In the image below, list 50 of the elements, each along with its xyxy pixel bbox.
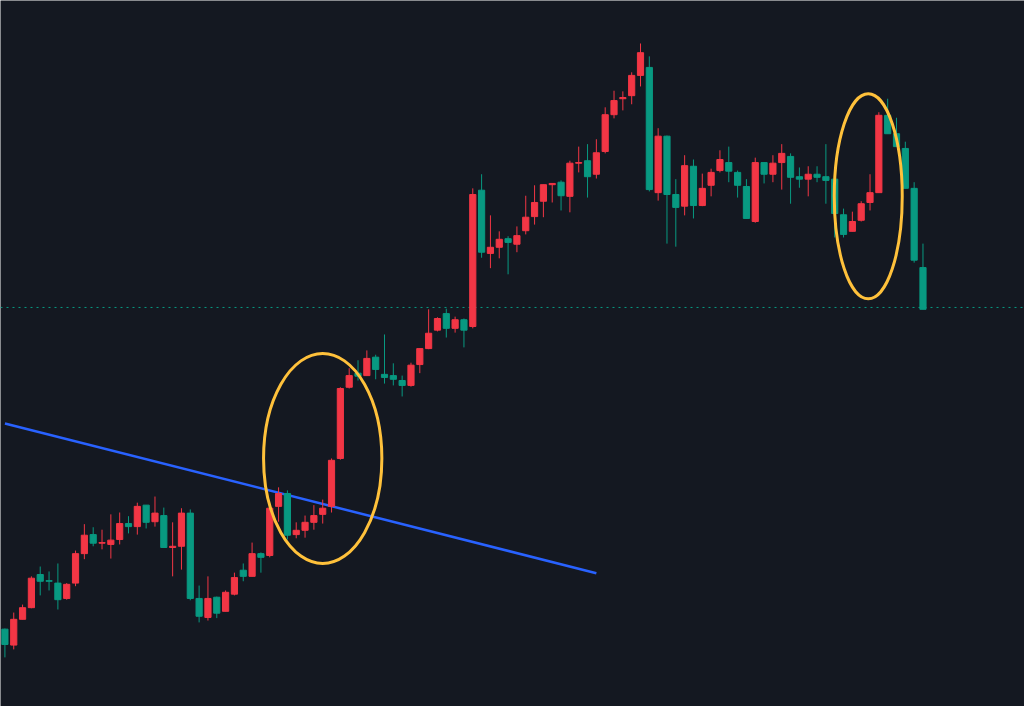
candlestick xyxy=(786,152,795,205)
candlestick xyxy=(54,562,62,610)
candlestick xyxy=(725,146,733,183)
candlestick xyxy=(407,362,415,388)
candlestick xyxy=(628,71,636,105)
candlestick xyxy=(734,170,742,199)
candlestick xyxy=(848,211,856,232)
candlestick xyxy=(319,499,327,525)
candlestick xyxy=(804,165,812,197)
candlestick xyxy=(716,149,724,173)
candlestick xyxy=(142,504,150,529)
candlestick xyxy=(769,154,777,183)
candlestick xyxy=(592,138,600,180)
candlestick xyxy=(1,628,9,658)
candlestick xyxy=(486,214,495,269)
candlestick xyxy=(619,90,627,111)
candlestick xyxy=(530,184,539,226)
candlestick xyxy=(398,375,406,397)
candlestick xyxy=(80,523,88,560)
candlestick xyxy=(248,542,256,577)
candlestick xyxy=(274,486,283,523)
candlestick xyxy=(760,162,768,184)
candlestick xyxy=(257,551,265,574)
candlestick xyxy=(839,208,848,238)
candlestick xyxy=(522,195,530,235)
candlestick xyxy=(495,230,503,259)
candlestick xyxy=(795,166,803,189)
candlestick xyxy=(778,143,786,191)
candlestick xyxy=(363,349,371,377)
candlestick xyxy=(857,200,865,223)
candlestick xyxy=(513,225,521,253)
candlestick xyxy=(380,333,389,385)
candlestick xyxy=(389,362,397,386)
candlestick xyxy=(372,354,380,380)
candlestick xyxy=(169,521,177,577)
candlestick xyxy=(416,348,424,374)
candlestick xyxy=(557,179,565,211)
candlestick xyxy=(636,42,645,87)
candlestick xyxy=(707,168,715,197)
candlestick xyxy=(89,526,97,547)
candlestick xyxy=(583,143,592,199)
candlestick xyxy=(133,502,141,536)
candlestick xyxy=(504,235,512,275)
candlestick xyxy=(460,318,468,348)
candlestick xyxy=(222,589,230,612)
candlestick xyxy=(204,575,212,622)
candlestick xyxy=(425,308,433,350)
candlestick xyxy=(116,512,124,545)
candlestick xyxy=(151,496,159,528)
candlestick xyxy=(698,173,706,207)
